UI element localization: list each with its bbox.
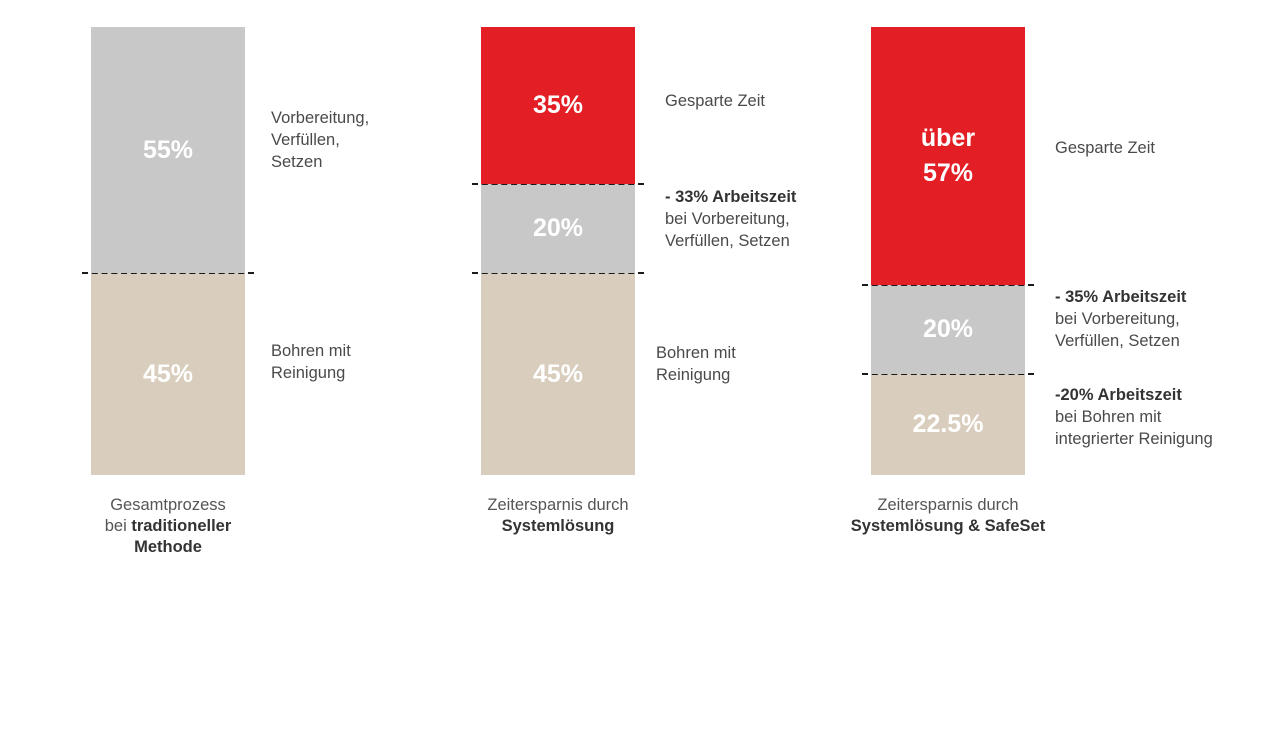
segment-annotation: Gesparte Zeit xyxy=(1055,138,1155,157)
annotation-highlight: - 33% Arbeitszeit xyxy=(665,187,797,206)
bar-segment: 22.5% xyxy=(871,374,1025,475)
segment-annotation: -20% Arbeitszeit bei Bohren mit integrie… xyxy=(1055,385,1213,448)
bar-segment: 45% xyxy=(91,273,245,475)
segment-divider xyxy=(862,283,1034,286)
caption-emphasis: Systemlösung xyxy=(501,517,615,535)
segment-annotation: Bohren mit Reinigung xyxy=(271,342,351,383)
column-caption: Zeitersparnis durch Systemlösung & SafeSe… xyxy=(850,496,1046,535)
caption-emphasis: traditioneller Methode xyxy=(131,517,232,556)
bar-segment: 55% xyxy=(91,27,245,274)
annotation-highlight: - 35% Arbeitszeit xyxy=(1055,288,1187,307)
column-caption: Zeitersparnis durch Systemlösung xyxy=(487,496,629,535)
segment-annotation: Bohren mit Reinigung xyxy=(656,344,736,385)
annotation-highlight: -20% Arbeitszeit xyxy=(1055,385,1182,404)
segment-divider xyxy=(862,373,1034,376)
caption-emphasis: Systemlösung & SafeSet xyxy=(850,517,1046,535)
bar-segment: über 57% xyxy=(871,27,1025,285)
bar-segment: 45% xyxy=(481,273,635,475)
segment-divider xyxy=(472,272,644,275)
segment-divider xyxy=(472,182,644,185)
column-caption: Gesamtprozess bei traditioneller Methode xyxy=(104,496,232,556)
bar-segment: 35% xyxy=(481,27,635,184)
bar-segment: 20% xyxy=(871,284,1025,375)
segment-annotation: Vorbereitung, Verfüllen, Setzen xyxy=(271,109,370,172)
segment-annotation: Gesparte Zeit xyxy=(665,92,765,111)
segment-divider xyxy=(82,272,254,275)
bar-segment: 20% xyxy=(481,183,635,274)
segment-annotation: - 35% Arbeitszeit bei Vorbereitung, Verf… xyxy=(1055,288,1187,351)
segment-annotation: - 33% Arbeitszeit bei Vorbereitung, Verf… xyxy=(665,187,797,250)
